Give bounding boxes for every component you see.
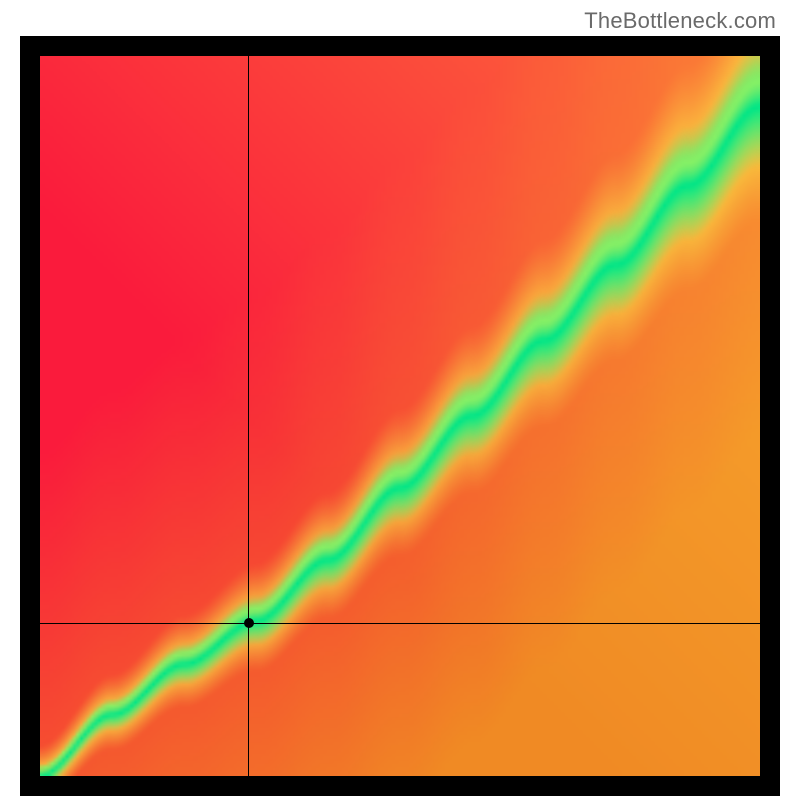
crosshair-horizontal [40, 623, 760, 624]
crosshair-vertical [248, 56, 249, 776]
frame-border-left [20, 36, 40, 796]
watermark-text: TheBottleneck.com [584, 8, 776, 34]
frame-border-bottom [20, 776, 780, 796]
frame-border-top [20, 36, 780, 56]
chart-container: TheBottleneck.com [0, 0, 800, 800]
frame-border-right [760, 36, 780, 796]
bottleneck-heatmap [40, 56, 760, 776]
